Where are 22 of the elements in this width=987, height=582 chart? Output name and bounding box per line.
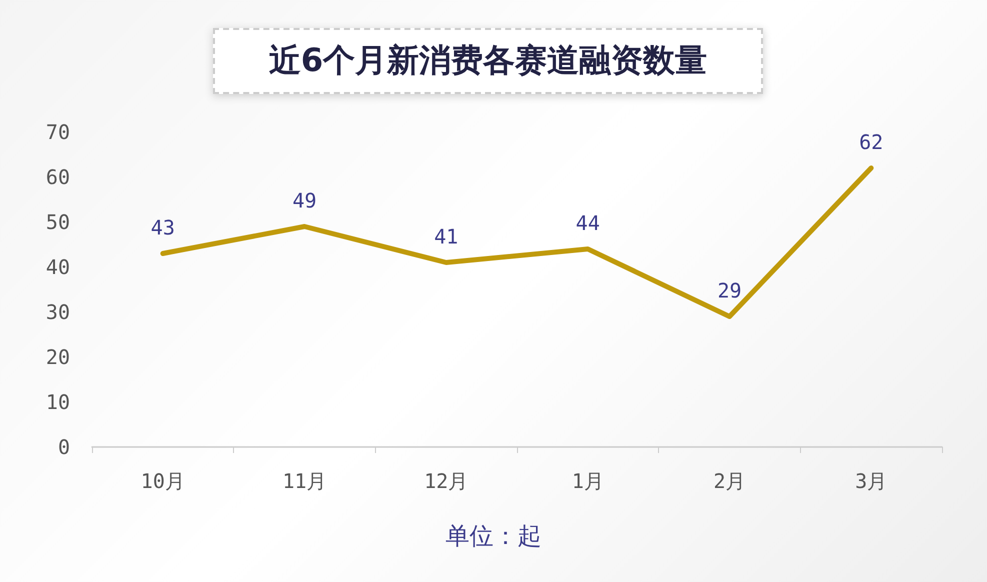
x-tick-label: 3月 <box>855 469 888 493</box>
chart-title: 近6个月新消费各赛道融资数量 <box>213 28 763 94</box>
data-label: 41 <box>434 224 458 248</box>
x-tick-label: 10月 <box>140 469 185 493</box>
text: 单位：起 <box>444 521 542 552</box>
y-tick-label: 10 <box>46 390 70 414</box>
x-tick-label: 1月 <box>572 469 604 493</box>
y-tick-label: 50 <box>46 210 70 234</box>
data-label: 62 <box>859 130 884 154</box>
y-tick-label: 30 <box>46 300 70 324</box>
data-label: 29 <box>717 278 742 302</box>
x-tick-label: 2月 <box>713 469 746 493</box>
x-tick-label: 11月 <box>282 469 327 493</box>
y-tick-label: 20 <box>46 345 70 369</box>
data-label: 43 <box>150 216 175 240</box>
data-label: 44 <box>576 211 600 235</box>
y-tick-label: 0 <box>58 435 70 459</box>
y-tick-label: 40 <box>46 255 70 279</box>
data-label: 49 <box>292 188 317 212</box>
x-tick-label: 12月 <box>424 469 468 493</box>
y-tick-label: 60 <box>46 165 70 189</box>
y-tick-label: 70 <box>46 120 70 144</box>
